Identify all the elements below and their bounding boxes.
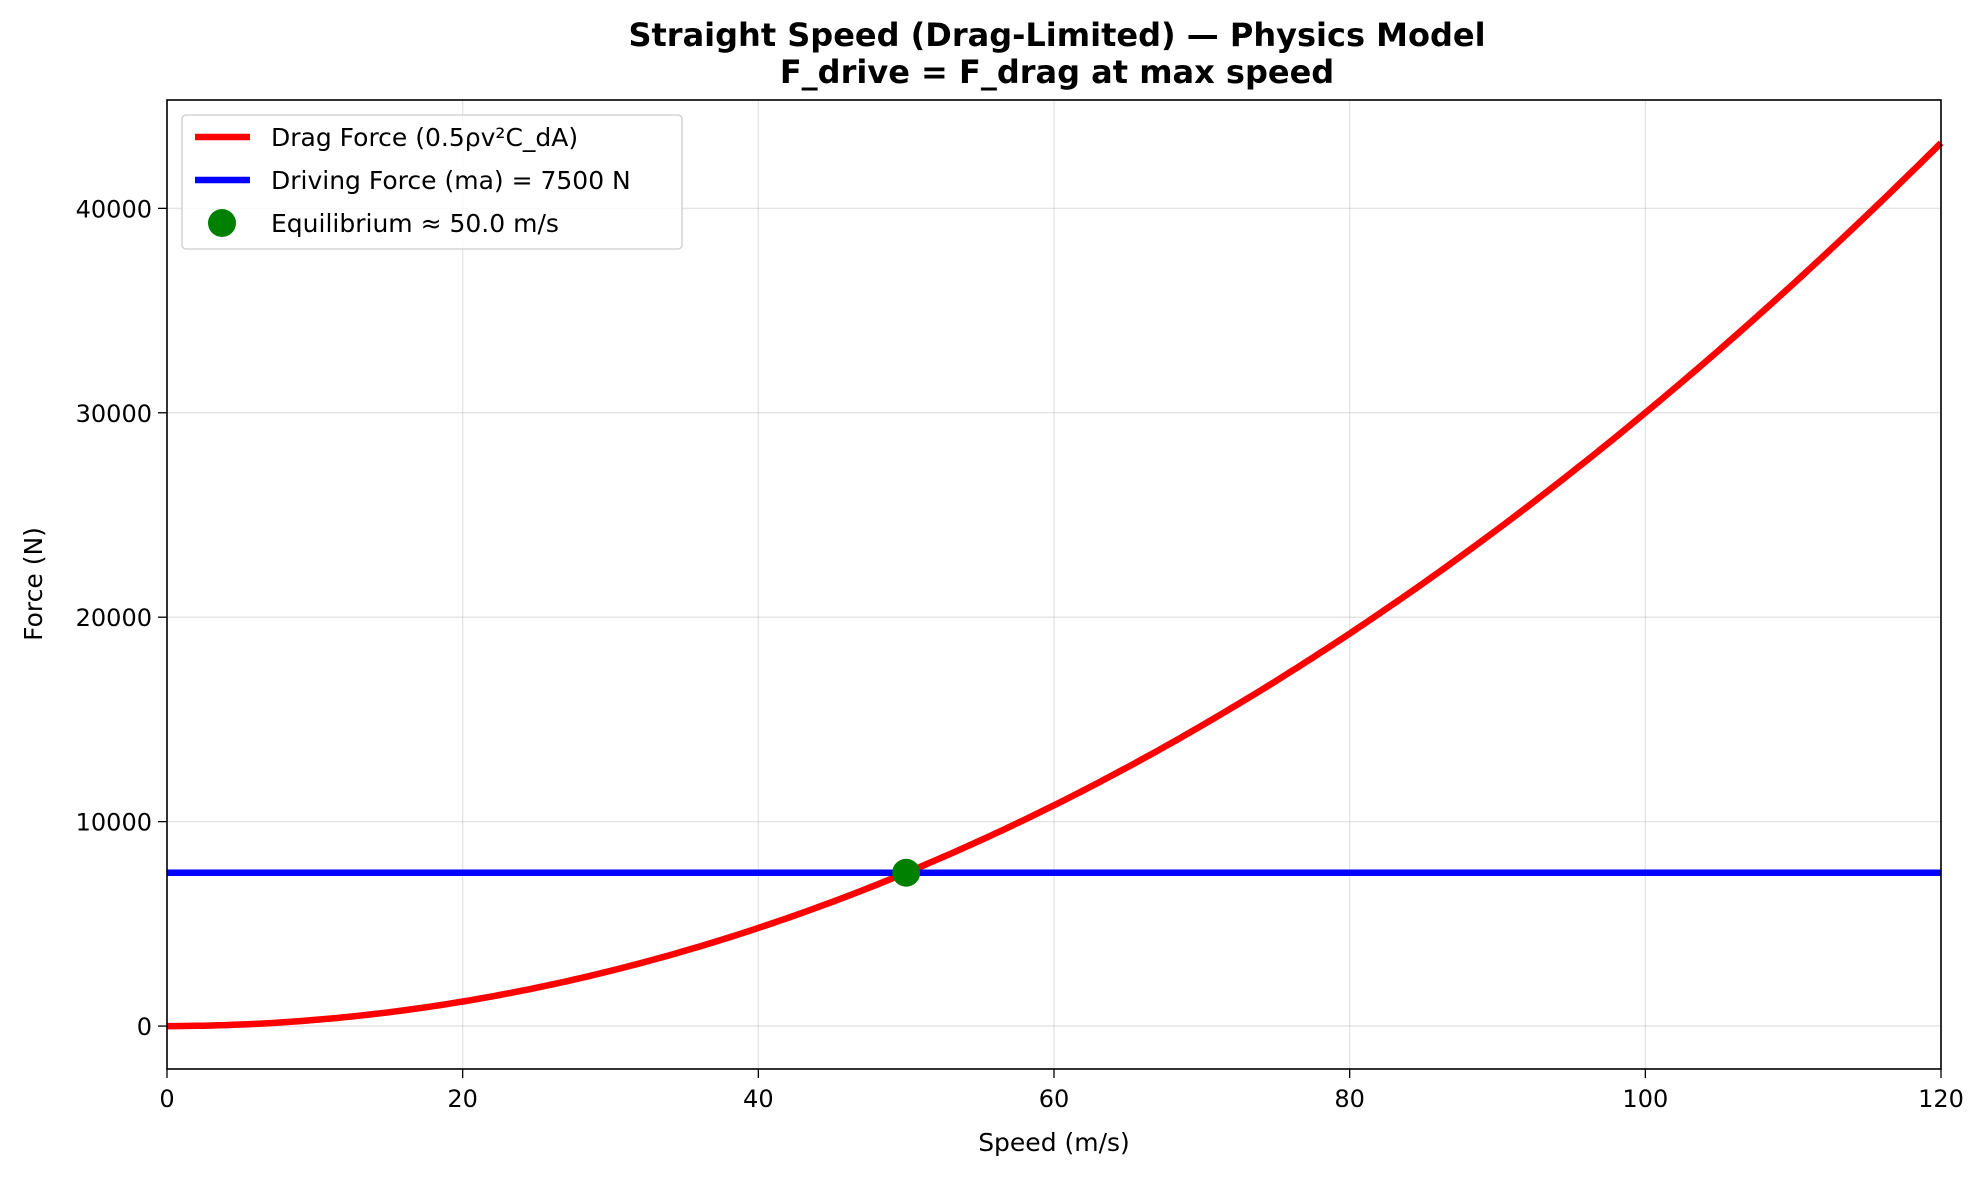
y-tick-label: 40000	[76, 195, 152, 223]
legend-label: Driving Force (ma) = 7500 N	[271, 166, 631, 195]
x-tick-label: 60	[1039, 1085, 1070, 1113]
y-tick-label: 0	[137, 1013, 152, 1041]
equilibrium-point	[892, 858, 921, 887]
x-axis-label: Speed (m/s)	[978, 1128, 1130, 1157]
y-tick-label: 30000	[76, 400, 152, 428]
legend-swatch-equilibrium	[208, 209, 236, 237]
x-tick-label: 40	[743, 1085, 774, 1113]
x-axis-ticks: 0 20 40 60 80 100 120	[159, 1069, 1964, 1113]
x-tick-label: 80	[1334, 1085, 1365, 1113]
drag-force-curve	[167, 140, 1944, 1030]
x-tick-label: 100	[1622, 1085, 1668, 1113]
y-tick-label: 20000	[76, 604, 152, 632]
chart-subtitle: F_drive = F_drag at max speed	[780, 53, 1334, 91]
plot-area	[167, 140, 1944, 1030]
legend: Drag Force (0.5ρv²C_dA) Driving Force (ma…	[181, 114, 683, 250]
y-axis-label: Force (N)	[19, 527, 48, 641]
chart-title: Straight Speed (Drag-Limited) — Physics …	[628, 16, 1485, 54]
x-tick-label: 0	[159, 1085, 174, 1113]
legend-label: Drag Force (0.5ρv²C_dA)	[271, 123, 578, 152]
x-tick-label: 120	[1918, 1085, 1964, 1113]
legend-label: Equilibrium ≈ 50.0 m/s	[271, 209, 559, 238]
y-tick-label: 10000	[76, 809, 152, 837]
y-axis-ticks: 0 10000 20000 30000 40000	[76, 195, 167, 1041]
x-tick-label: 20	[447, 1085, 478, 1113]
legend-box	[181, 114, 683, 250]
